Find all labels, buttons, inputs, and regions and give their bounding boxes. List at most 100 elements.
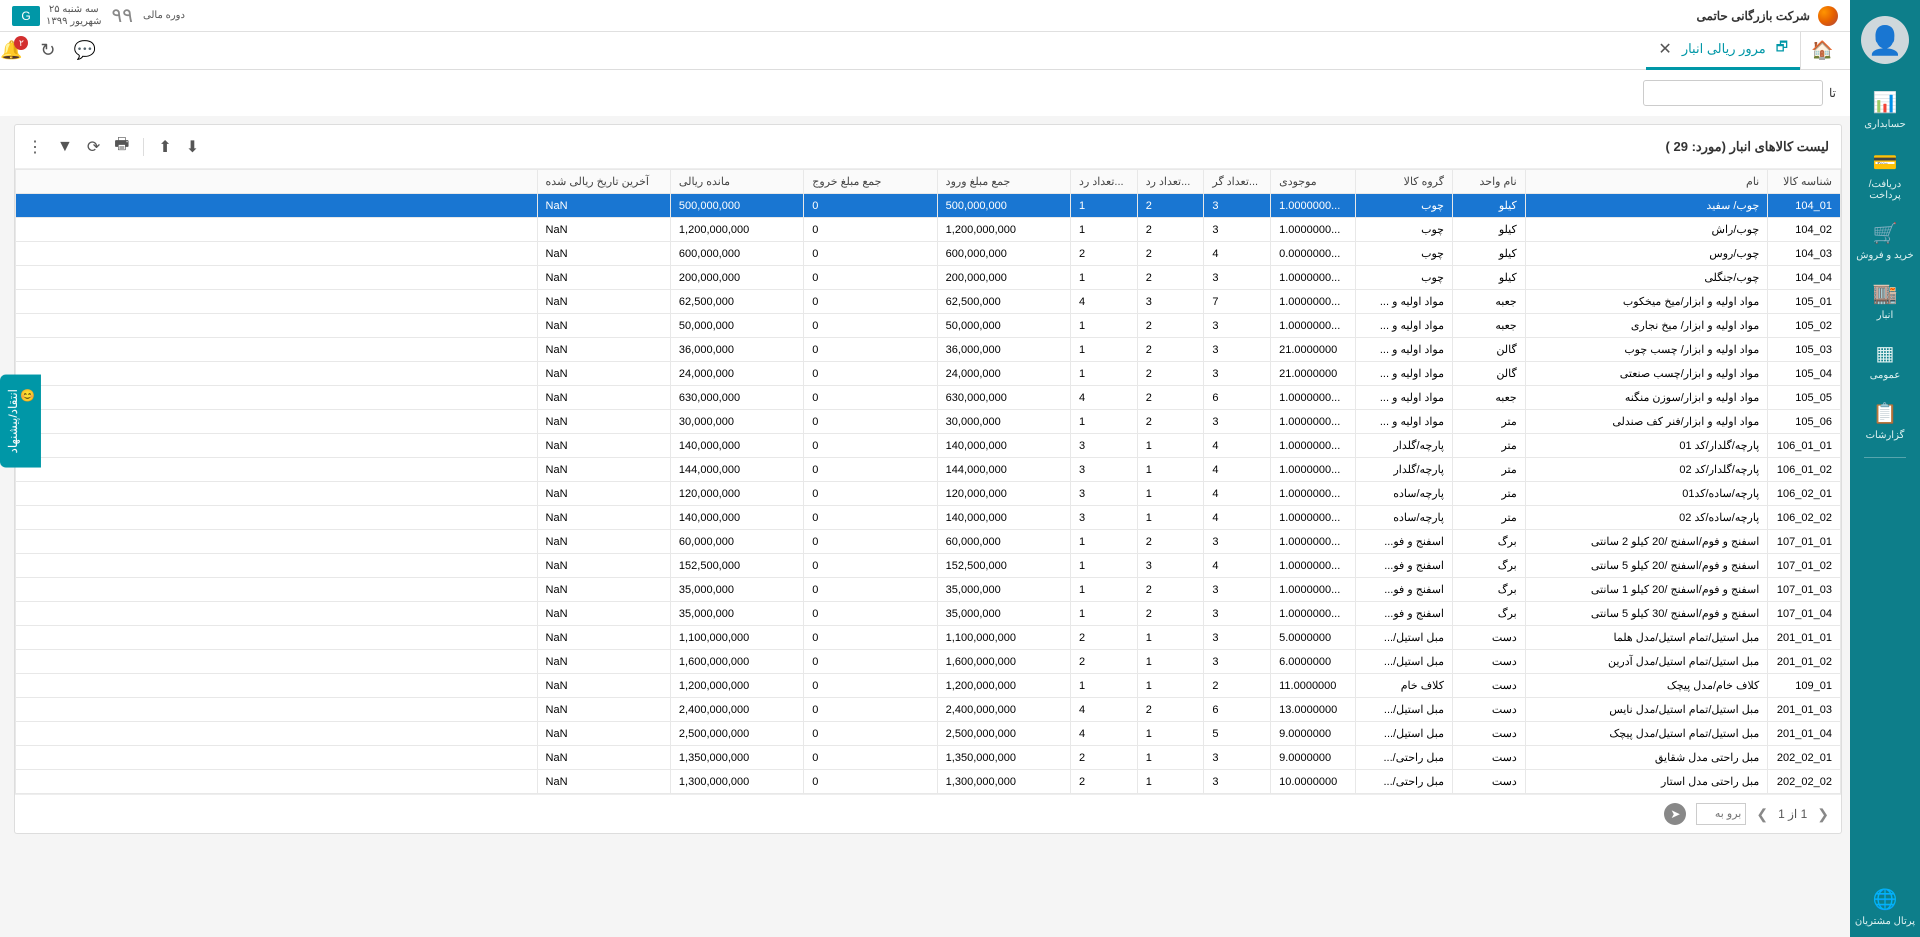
col-group[interactable]: گروه کالا (1355, 170, 1452, 194)
pager: ❮ 1 از 1 ❯ ➤ (15, 794, 1841, 833)
cell-cnt_out: 2 (1137, 386, 1204, 410)
table-row[interactable]: 02_01_201مبل استیل/تمام استیل/مدل آدریند… (16, 650, 1841, 674)
table-row[interactable]: 01_109کلاف خام/مدل پیچکدستکلاف خام11.000… (16, 674, 1841, 698)
table-row[interactable]: 02_02_202مبل راحتی مدل استاردستمبل راحتی… (16, 770, 1841, 794)
close-icon[interactable]: ✕ (1658, 39, 1671, 59)
table-row[interactable]: 02_02_106پارچه/ساده/کد 02مترپارچه/ساده1.… (16, 506, 1841, 530)
col-stock[interactable]: موجودی (1271, 170, 1356, 194)
cell-amt_out: 0 (804, 266, 937, 290)
print-icon[interactable]: 🖶 (114, 133, 129, 160)
table-row[interactable]: 02_105مواد اولیه و ابزار/ میخ نجاریجعبهم… (16, 314, 1841, 338)
col-cnt_ret[interactable]: تعداد رد... (1071, 170, 1138, 194)
cell-name: مبل راحتی مدل شقایق (1525, 746, 1768, 770)
chat-icon[interactable]: 💬 (74, 40, 96, 61)
table-row[interactable]: 01_02_202مبل راحتی مدل شقایقدستمبل راحتی… (16, 746, 1841, 770)
sidebar-item-2[interactable]: 🛒خرید و فروش (1850, 211, 1920, 271)
cell-last_date: NaN (537, 746, 670, 770)
cell-amt_out: 0 (804, 458, 937, 482)
cell-last_date: NaN (537, 242, 670, 266)
pager-goto-input[interactable] (1696, 803, 1746, 825)
cell-group: چوب (1355, 242, 1452, 266)
feedback-tab[interactable]: انتقاد/پیشنهاد (0, 375, 41, 468)
fiscal-year: ۹۹ (112, 3, 133, 28)
notifications-icon[interactable]: 🔔 ۲ (0, 40, 22, 61)
col-amt_in[interactable]: جمع مبلغ ورود (937, 170, 1070, 194)
table-row[interactable]: 05_105مواد اولیه و ابزار/سوزن منگنهجعبهم… (16, 386, 1841, 410)
sidebar-item-4[interactable]: ▦عمومی (1850, 331, 1920, 391)
cell-amt_in: 120,000,000 (937, 482, 1070, 506)
table-row[interactable]: 04_01_201مبل استیل/تمام استیل/مدل پیچکدس… (16, 722, 1841, 746)
cell-unit: کیلو (1452, 194, 1525, 218)
filter-to-input[interactable] (1643, 80, 1823, 106)
export-icon[interactable]: ⬆ (158, 137, 171, 157)
cell-cnt_ret: 1 (1071, 194, 1138, 218)
sidebar-item-1[interactable]: 💳دریافت/پرداخت (1850, 140, 1920, 211)
pager-next-icon[interactable]: ❯ (1756, 806, 1768, 823)
table-row[interactable]: 01_104چوب/ سفیدکیلوچوب1.0000000...321500… (16, 194, 1841, 218)
col-cnt_out[interactable]: تعداد رد... (1137, 170, 1204, 194)
cell-blank (16, 650, 538, 674)
import-icon[interactable]: ⬇ (186, 137, 199, 157)
table-row[interactable]: 04_104چوب/جنگلیکیلوچوب1.0000000...321200… (16, 266, 1841, 290)
filter-bar: تا (0, 70, 1850, 116)
pager-prev-icon[interactable]: ❮ (1817, 806, 1829, 823)
more-icon[interactable]: ⋮ (27, 137, 43, 157)
table-row[interactable]: 03_01_201مبل استیل/تمام استیل/مدل نایسدس… (16, 698, 1841, 722)
table-row[interactable]: 01_02_106پارچه/ساده/کد01مترپارچه/ساده1.0… (16, 482, 1841, 506)
sidebar-item-5[interactable]: 📋گزارشات (1850, 391, 1920, 451)
table-row[interactable]: 01_105مواد اولیه و ابزار/میخ میخکوبجعبهم… (16, 290, 1841, 314)
cell-cnt_out: 2 (1137, 410, 1204, 434)
table-row[interactable]: 01_01_201مبل استیل/تمام استیل/مدل هلمادس… (16, 626, 1841, 650)
col-unit[interactable]: نام واحد (1452, 170, 1525, 194)
cell-stock: 21.0000000 (1271, 338, 1356, 362)
cell-balance: 1,300,000,000 (670, 770, 803, 794)
cell-cnt_ret: 3 (1071, 458, 1138, 482)
col-name[interactable]: نام (1525, 170, 1768, 194)
cell-name: مبل استیل/تمام استیل/مدل هلما (1525, 626, 1768, 650)
table-row[interactable]: 02_104چوب/راشکیلوچوب1.0000000...3211,200… (16, 218, 1841, 242)
cell-blank (16, 194, 538, 218)
table-row[interactable]: 06_105مواد اولیه و ابزار/فنر کف صندلیمتر… (16, 410, 1841, 434)
avatar[interactable]: 👤 (1861, 16, 1909, 64)
table-row[interactable]: 02_01_106پارچه/گلدار/کد 02مترپارچه/گلدار… (16, 458, 1841, 482)
table-row[interactable]: 04_01_107اسفنج و فوم/اسفنج /30 کیلو 5 سا… (16, 602, 1841, 626)
col-code[interactable]: شناسه کالا (1768, 170, 1841, 194)
cell-cnt_out: 2 (1137, 578, 1204, 602)
table-row[interactable]: 04_105مواد اولیه و ابزار/چسب صنعتیگالنمو… (16, 362, 1841, 386)
col-balance[interactable]: مانده ریالی (670, 170, 803, 194)
cell-balance: 140,000,000 (670, 506, 803, 530)
history-icon[interactable]: ↻ (40, 40, 55, 61)
filter-icon[interactable]: ▼ (57, 138, 73, 156)
table-row[interactable]: 01_01_107اسفنج و فوم/اسفنج /20 کیلو 2 سا… (16, 530, 1841, 554)
sidebar-item-0[interactable]: 📊حسابداری (1850, 80, 1920, 140)
cell-amt_out: 0 (804, 770, 937, 794)
cell-group: چوب (1355, 194, 1452, 218)
col-blank[interactable] (16, 170, 538, 194)
table-row[interactable]: 03_105مواد اولیه و ابزار/ چسب چوبگالنموا… (16, 338, 1841, 362)
cell-group: مواد اولیه و ... (1355, 386, 1452, 410)
cell-amt_out: 0 (804, 218, 937, 242)
pager-go-button[interactable]: ➤ (1664, 803, 1686, 825)
col-last_date[interactable]: آخرین تاریخ ریالی شده (537, 170, 670, 194)
home-tab[interactable]: 🏠 (1800, 32, 1844, 70)
cell-amt_in: 2,400,000,000 (937, 698, 1070, 722)
cell-name: مبل راحتی مدل استار (1525, 770, 1768, 794)
table-row[interactable]: 02_01_107اسفنج و فوم/اسفنج /20 کیلو 5 سا… (16, 554, 1841, 578)
table-row[interactable]: 03_01_107اسفنج و فوم/اسفنج /20 کیلو 1 سا… (16, 578, 1841, 602)
table-row[interactable]: 03_104چوب/روسکیلوچوب0.0000000...422600,0… (16, 242, 1841, 266)
cell-cnt_ret: 4 (1071, 698, 1138, 722)
sidebar-item-3[interactable]: 🏬انبار (1850, 271, 1920, 331)
tab-inventory-review[interactable]: 🗗 مرور ریالی انبار ✕ (1646, 32, 1800, 70)
sidebar-item-portal[interactable]: 🌐 پرتال مشتریان (1850, 877, 1920, 937)
cell-amt_in: 50,000,000 (937, 314, 1070, 338)
table-scroll[interactable]: شناسه کالانامنام واحدگروه کالاموجودیتعدا… (15, 169, 1841, 794)
cell-unit: متر (1452, 458, 1525, 482)
cell-cnt_out: 1 (1137, 482, 1204, 506)
col-cnt_in[interactable]: تعداد گر... (1204, 170, 1271, 194)
cell-last_date: NaN (537, 338, 670, 362)
refresh-icon[interactable]: ⟳ (87, 137, 100, 157)
table-row[interactable]: 01_01_106پارچه/گلدار/کد 01مترپارچه/گلدار… (16, 434, 1841, 458)
cell-cnt_ret: 1 (1071, 554, 1138, 578)
col-amt_out[interactable]: جمع مبلغ خروج (804, 170, 937, 194)
cell-amt_out: 0 (804, 626, 937, 650)
